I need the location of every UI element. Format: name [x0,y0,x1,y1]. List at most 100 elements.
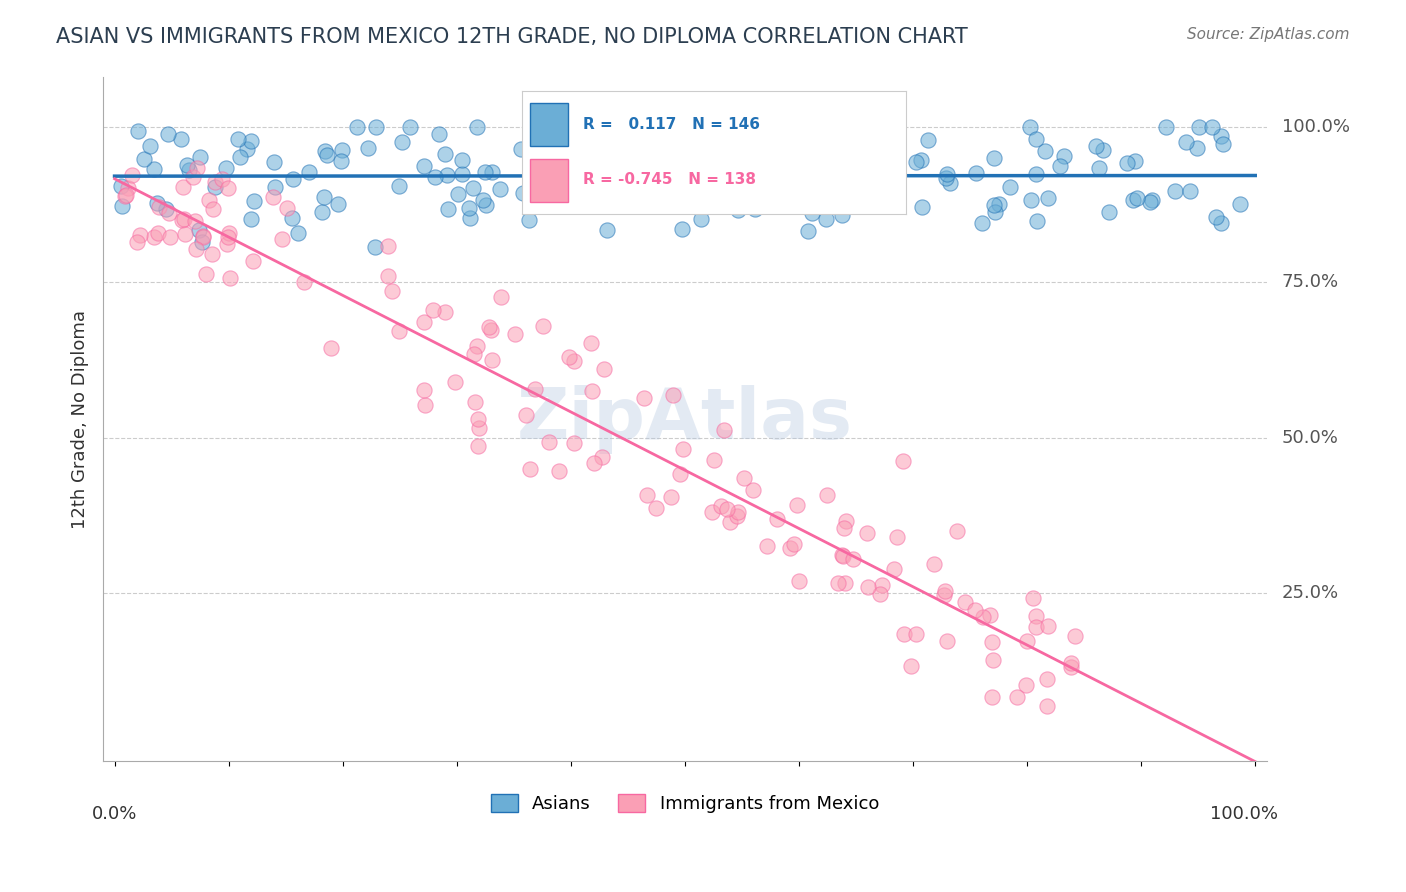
Immigrants from Mexico [955,595,977,609]
Asians [346,120,368,135]
Asians [686,174,709,188]
Immigrants from Mexico [870,578,893,592]
Asians [391,136,413,150]
Immigrants from Mexico [727,506,749,520]
Text: 75.0%: 75.0% [1282,274,1339,292]
Asians [1025,131,1047,145]
Asians [938,176,960,190]
Immigrants from Mexico [262,190,284,204]
Asians [831,208,853,222]
Asians [1122,194,1144,208]
Immigrants from Mexico [143,230,166,244]
Asians [702,186,724,201]
Asians [911,200,934,214]
Immigrants from Mexico [983,653,1005,667]
Asians [814,211,837,226]
Asians [1140,193,1163,207]
Asians [1036,191,1059,205]
Immigrants from Mexico [173,211,195,226]
Asians [591,163,613,178]
Asians [723,120,745,135]
Immigrants from Mexico [547,464,569,478]
Asians [1229,197,1251,211]
Asians [1025,214,1047,228]
Immigrants from Mexico [710,500,733,514]
Asians [474,165,496,179]
Immigrants from Mexico [242,254,264,268]
Asians [727,202,749,217]
Asians [155,202,177,216]
Asians [801,205,824,219]
Immigrants from Mexico [831,549,853,563]
Immigrants from Mexico [127,235,149,250]
Asians [226,132,249,146]
Asians [1097,205,1119,219]
Immigrants from Mexico [211,172,233,186]
Asians [1178,185,1201,199]
Asians [463,181,485,195]
Asians [177,162,200,177]
Asians [1125,191,1147,205]
Asians [668,161,690,176]
Asians [1019,193,1042,207]
Immigrants from Mexico [945,524,967,538]
Asians [229,150,252,164]
Immigrants from Mexico [276,201,298,215]
Immigrants from Mexico [195,267,218,281]
Asians [239,134,262,148]
Immigrants from Mexico [581,384,603,398]
Immigrants from Mexico [856,525,879,540]
Asians [884,161,907,175]
Immigrants from Mexico [742,483,765,497]
Asians [1175,136,1198,150]
Immigrants from Mexico [934,583,956,598]
Asians [643,151,665,165]
Text: 50.0%: 50.0% [1282,429,1339,447]
Asians [666,153,689,167]
Immigrants from Mexico [835,514,858,528]
Asians [156,127,179,141]
Immigrants from Mexico [1005,690,1028,705]
Immigrants from Mexico [538,434,561,449]
Immigrants from Mexico [377,239,399,253]
Immigrants from Mexico [932,588,955,602]
Immigrants from Mexico [755,539,778,553]
Immigrants from Mexico [467,440,489,454]
Y-axis label: 12th Grade, No Diploma: 12th Grade, No Diploma [72,310,89,529]
Immigrants from Mexico [886,529,908,543]
Immigrants from Mexico [467,412,489,426]
Immigrants from Mexico [842,552,865,566]
Immigrants from Mexico [172,180,194,194]
Immigrants from Mexico [186,161,208,176]
Asians [436,202,458,216]
Asians [786,159,808,173]
Asians [512,186,534,200]
Immigrants from Mexico [671,442,693,457]
Asians [1091,143,1114,157]
Immigrants from Mexico [129,228,152,243]
Immigrants from Mexico [645,500,668,515]
Asians [517,213,540,227]
Immigrants from Mexico [935,634,957,648]
Immigrants from Mexico [217,230,239,244]
Asians [1049,159,1071,173]
Asians [388,178,411,193]
Asians [316,147,339,161]
Asians [281,172,304,186]
Legend: Asians, Immigrants from Mexico: Asians, Immigrants from Mexico [484,787,886,820]
Asians [188,150,211,164]
Immigrants from Mexico [170,213,193,227]
Asians [281,211,304,225]
Asians [363,240,385,254]
Asians [1123,154,1146,169]
Asians [312,190,335,204]
Immigrants from Mexico [661,387,683,401]
Asians [191,235,214,250]
Immigrants from Mexico [478,319,501,334]
Asians [330,143,353,157]
Immigrants from Mexico [217,237,239,252]
Immigrants from Mexico [1017,634,1039,648]
Asians [235,142,257,156]
Asians [935,167,957,181]
Immigrants from Mexico [422,302,444,317]
